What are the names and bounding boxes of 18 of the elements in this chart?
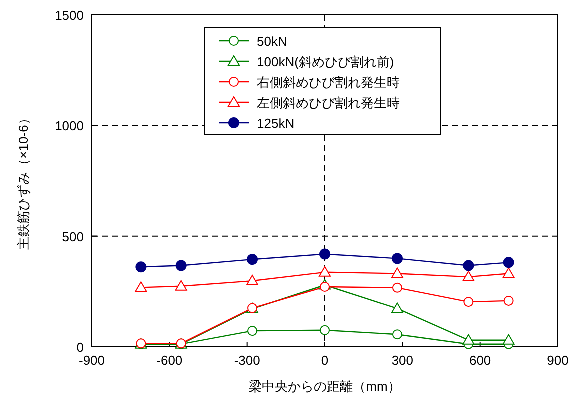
legend-label: 50kN <box>257 34 288 49</box>
x-tick-label: 900 <box>547 353 569 368</box>
x-tick-label: -900 <box>78 353 106 368</box>
x-axis-title: 梁中央からの距離（mm） <box>249 379 401 394</box>
legend-label: 100kN(斜めひび割れ前) <box>257 54 394 70</box>
legend-label: 右側斜めひび割れ発生時 <box>257 75 400 90</box>
x-tick-label: 300 <box>392 353 414 368</box>
x-tick-label: 0 <box>321 353 329 368</box>
x-tick-label: -600 <box>156 353 183 368</box>
y-tick-label: 1500 <box>55 8 84 23</box>
y-tick-label: 0 <box>76 340 84 355</box>
legend-label: 左側斜めひび割れ発生時 <box>257 96 400 110</box>
x-tick-label: -300 <box>234 353 260 368</box>
y-tick-label: 1000 <box>55 118 84 134</box>
y-tick-label: 500 <box>62 229 84 244</box>
x-tick-label: 600 <box>469 353 492 368</box>
y-axis-title: 主鉄筋ひずみ（×10-6） <box>16 112 31 250</box>
legend-label: 125kN <box>257 116 295 131</box>
